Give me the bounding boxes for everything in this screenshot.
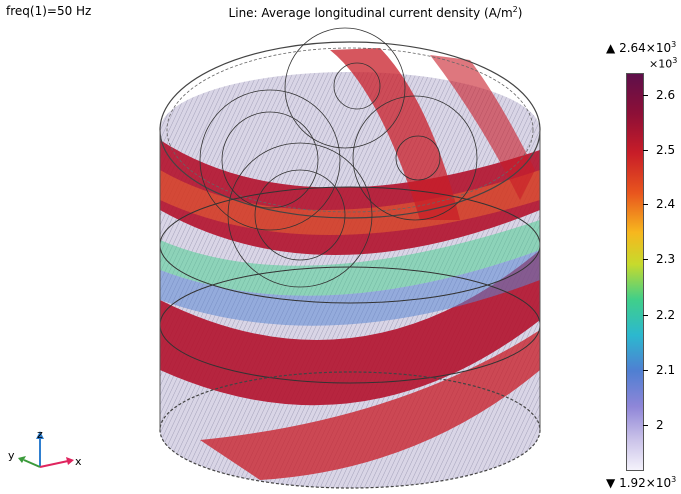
colorbar-unit: ×103 [649,56,677,71]
max-value: 2.64×10 [619,41,672,55]
colorbar-tick [643,204,648,205]
z-axis-label: z [37,428,43,441]
colorbar-tick-label: 2.3 [656,252,676,266]
current-band-3 [160,250,540,406]
y-arrow-icon [18,456,26,463]
colorbar-tick [643,315,648,316]
frequency-label: freq(1)=50 Hz [6,4,92,18]
x-axis-label: x [75,455,82,468]
plot-title-close: ) [517,6,523,20]
plot-title-sup: 2 [512,5,518,14]
colorbar-tick-label: 2 [656,418,664,432]
current-band-5 [160,220,540,296]
top-band [330,48,460,220]
colorbar-min-label: ▼ 1.92×103 [606,475,676,490]
min-triangle-icon: ▼ [606,476,616,490]
colorbar-tick [643,95,648,96]
z-arrow-icon [36,431,44,439]
current-band-6 [160,250,540,326]
max-exp: 3 [671,40,677,49]
colorbar-tick-label: 2.4 [656,197,676,211]
min-exp: 3 [671,475,677,484]
x-arrow-icon [66,457,74,465]
plot-title: Line: Average longitudinal current densi… [0,5,681,20]
y-axis-label: y [8,449,15,462]
max-triangle-icon: ▲ [606,41,616,55]
colorbar-tick-label: 2.6 [656,88,676,102]
unit-value: ×10 [649,57,673,71]
colorbar-tick [643,150,648,151]
cable-3d-viewport[interactable] [0,0,600,494]
colorbar-tick [643,370,648,371]
colorbar-tick-label: 2.2 [656,308,676,322]
axis-orientation-triad: z x y [8,428,82,468]
colorbar-tick [643,259,648,260]
colorbar [626,73,644,471]
unit-exp: 3 [672,56,678,65]
colorbar-tick-label: 2.5 [656,143,676,157]
colorbar-tick-label: 2.1 [656,363,676,377]
colorbar-tick [643,425,648,426]
plot-title-text: Line: Average longitudinal current densi… [228,6,513,20]
min-value: 1.92×10 [619,476,672,490]
current-band-4 [200,330,540,480]
colorbar-max-label: ▲ 2.64×103 [606,40,676,55]
cable-cylinder [159,27,541,489]
